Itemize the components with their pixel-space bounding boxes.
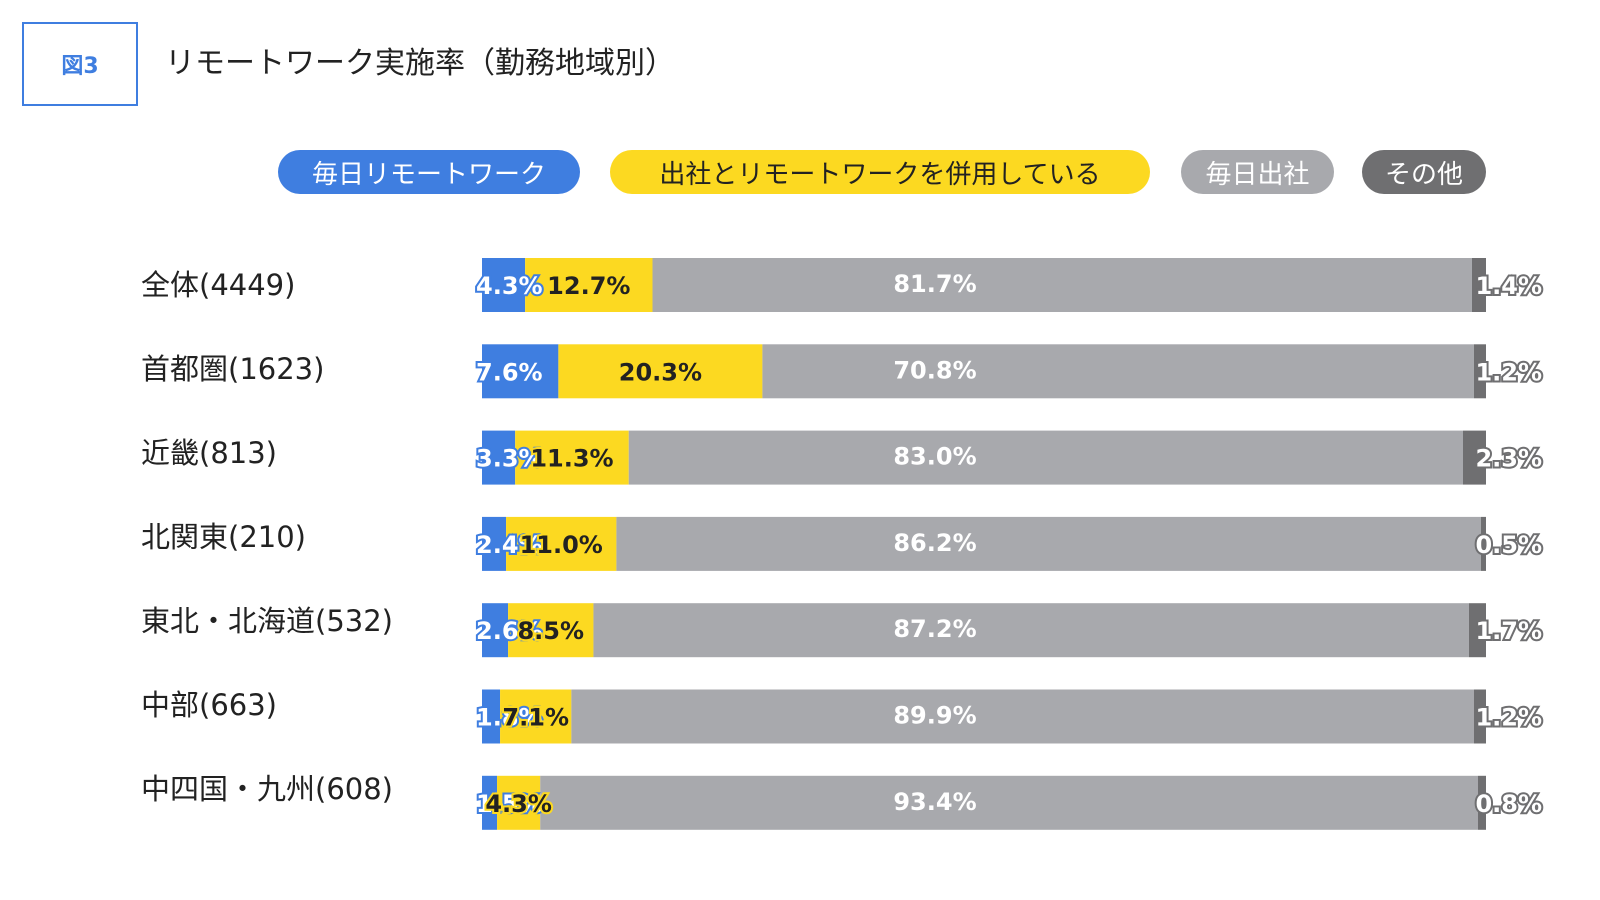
data-label-other: 1.2% xyxy=(1475,704,1542,732)
bar-segment-other xyxy=(1471,258,1486,312)
data-label-office: 87.2% xyxy=(893,615,976,643)
bar-segment-office xyxy=(652,258,1472,312)
bar-segment-mixed xyxy=(515,430,629,485)
bar-segment-mixed xyxy=(525,258,653,312)
bar-segment-remote xyxy=(482,516,507,571)
bar-segment-mixed xyxy=(508,603,594,658)
chart-title: リモートワーク実施率（勤務地域別） xyxy=(165,46,675,81)
bar-segment-other xyxy=(1480,516,1486,571)
bar-segment-mixed xyxy=(506,516,617,571)
data-label-remote: 2.6% xyxy=(476,617,543,645)
bar-segment-remote xyxy=(482,775,498,830)
bar-segment-remote xyxy=(482,344,559,399)
legend-item-remote: 毎日リモートワーク xyxy=(278,150,580,194)
data-label-remote: 1.8% xyxy=(476,704,543,732)
bar-segment-remote xyxy=(482,430,516,485)
bar-segment-office xyxy=(628,430,1463,485)
data-label-other: 1.4% xyxy=(1475,272,1542,300)
data-label-mixed: 11.3% xyxy=(530,445,613,473)
bar-segment-office xyxy=(593,603,1469,658)
data-label-other: 0.5% xyxy=(1475,531,1542,559)
row-label: 中部(663) xyxy=(141,688,277,722)
bar-segment-office xyxy=(571,689,1474,744)
bar-segment-other xyxy=(1468,603,1486,658)
bar-segment-office xyxy=(762,344,1474,399)
bar-segment-remote xyxy=(482,689,501,744)
data-label-office: 93.4% xyxy=(893,788,976,816)
data-label-mixed: 12.7% xyxy=(547,272,630,300)
row-label: 北関東(210) xyxy=(141,520,306,554)
row-label: 首都圏(1623) xyxy=(141,352,325,386)
bar-segment-remote xyxy=(482,258,526,312)
bar-segment-other xyxy=(1462,430,1486,485)
bar-segment-other xyxy=(1473,344,1486,399)
data-label-office: 89.9% xyxy=(893,702,976,730)
legend-item-other: その他 xyxy=(1362,150,1486,194)
data-label-mixed: 8.5% xyxy=(517,617,584,645)
data-label-mixed: 20.3% xyxy=(619,358,702,386)
data-label-other: 1.7% xyxy=(1475,617,1542,645)
data-label-office: 70.8% xyxy=(893,356,976,384)
bar-segment-other xyxy=(1477,775,1486,830)
bar-segment-office xyxy=(540,775,1478,830)
data-label-remote: 2.4% xyxy=(476,531,543,559)
bar-segment-other xyxy=(1473,689,1486,744)
row-label: 東北・北海道(532) xyxy=(141,604,393,638)
data-label-mixed: 7.1% xyxy=(502,704,569,732)
data-label-remote: 4.3% xyxy=(476,272,543,300)
data-label-other: 2.3% xyxy=(1475,445,1542,473)
data-label-other: 1.2% xyxy=(1475,358,1542,386)
bar-segment-office xyxy=(616,516,1481,571)
row-label: 中四国・九州(608) xyxy=(141,772,393,806)
data-label-remote: 3.3% xyxy=(476,445,543,473)
data-label-other: 0.8% xyxy=(1475,790,1542,818)
data-label-office: 86.2% xyxy=(893,529,976,557)
legend-item-office: 毎日出社 xyxy=(1181,150,1334,194)
legend-item-mixed: 出社とリモートワークを併用している xyxy=(610,150,1150,194)
data-label-remote: 1.5% xyxy=(476,790,543,818)
data-label-office: 83.0% xyxy=(893,443,976,471)
data-label-office: 81.7% xyxy=(893,270,976,298)
bar-segment-mixed xyxy=(558,344,763,399)
bar-segment-mixed xyxy=(500,689,572,744)
row-label: 近畿(813) xyxy=(141,436,277,470)
bar-segment-remote xyxy=(482,603,509,658)
data-label-mixed: 4.3% xyxy=(485,790,552,818)
data-label-mixed: 11.0% xyxy=(520,531,603,559)
data-label-remote: 7.6% xyxy=(476,358,543,386)
figure-badge: 図3 xyxy=(22,22,138,106)
bar-segment-mixed xyxy=(497,775,541,830)
row-label: 全体(4449) xyxy=(141,268,296,302)
